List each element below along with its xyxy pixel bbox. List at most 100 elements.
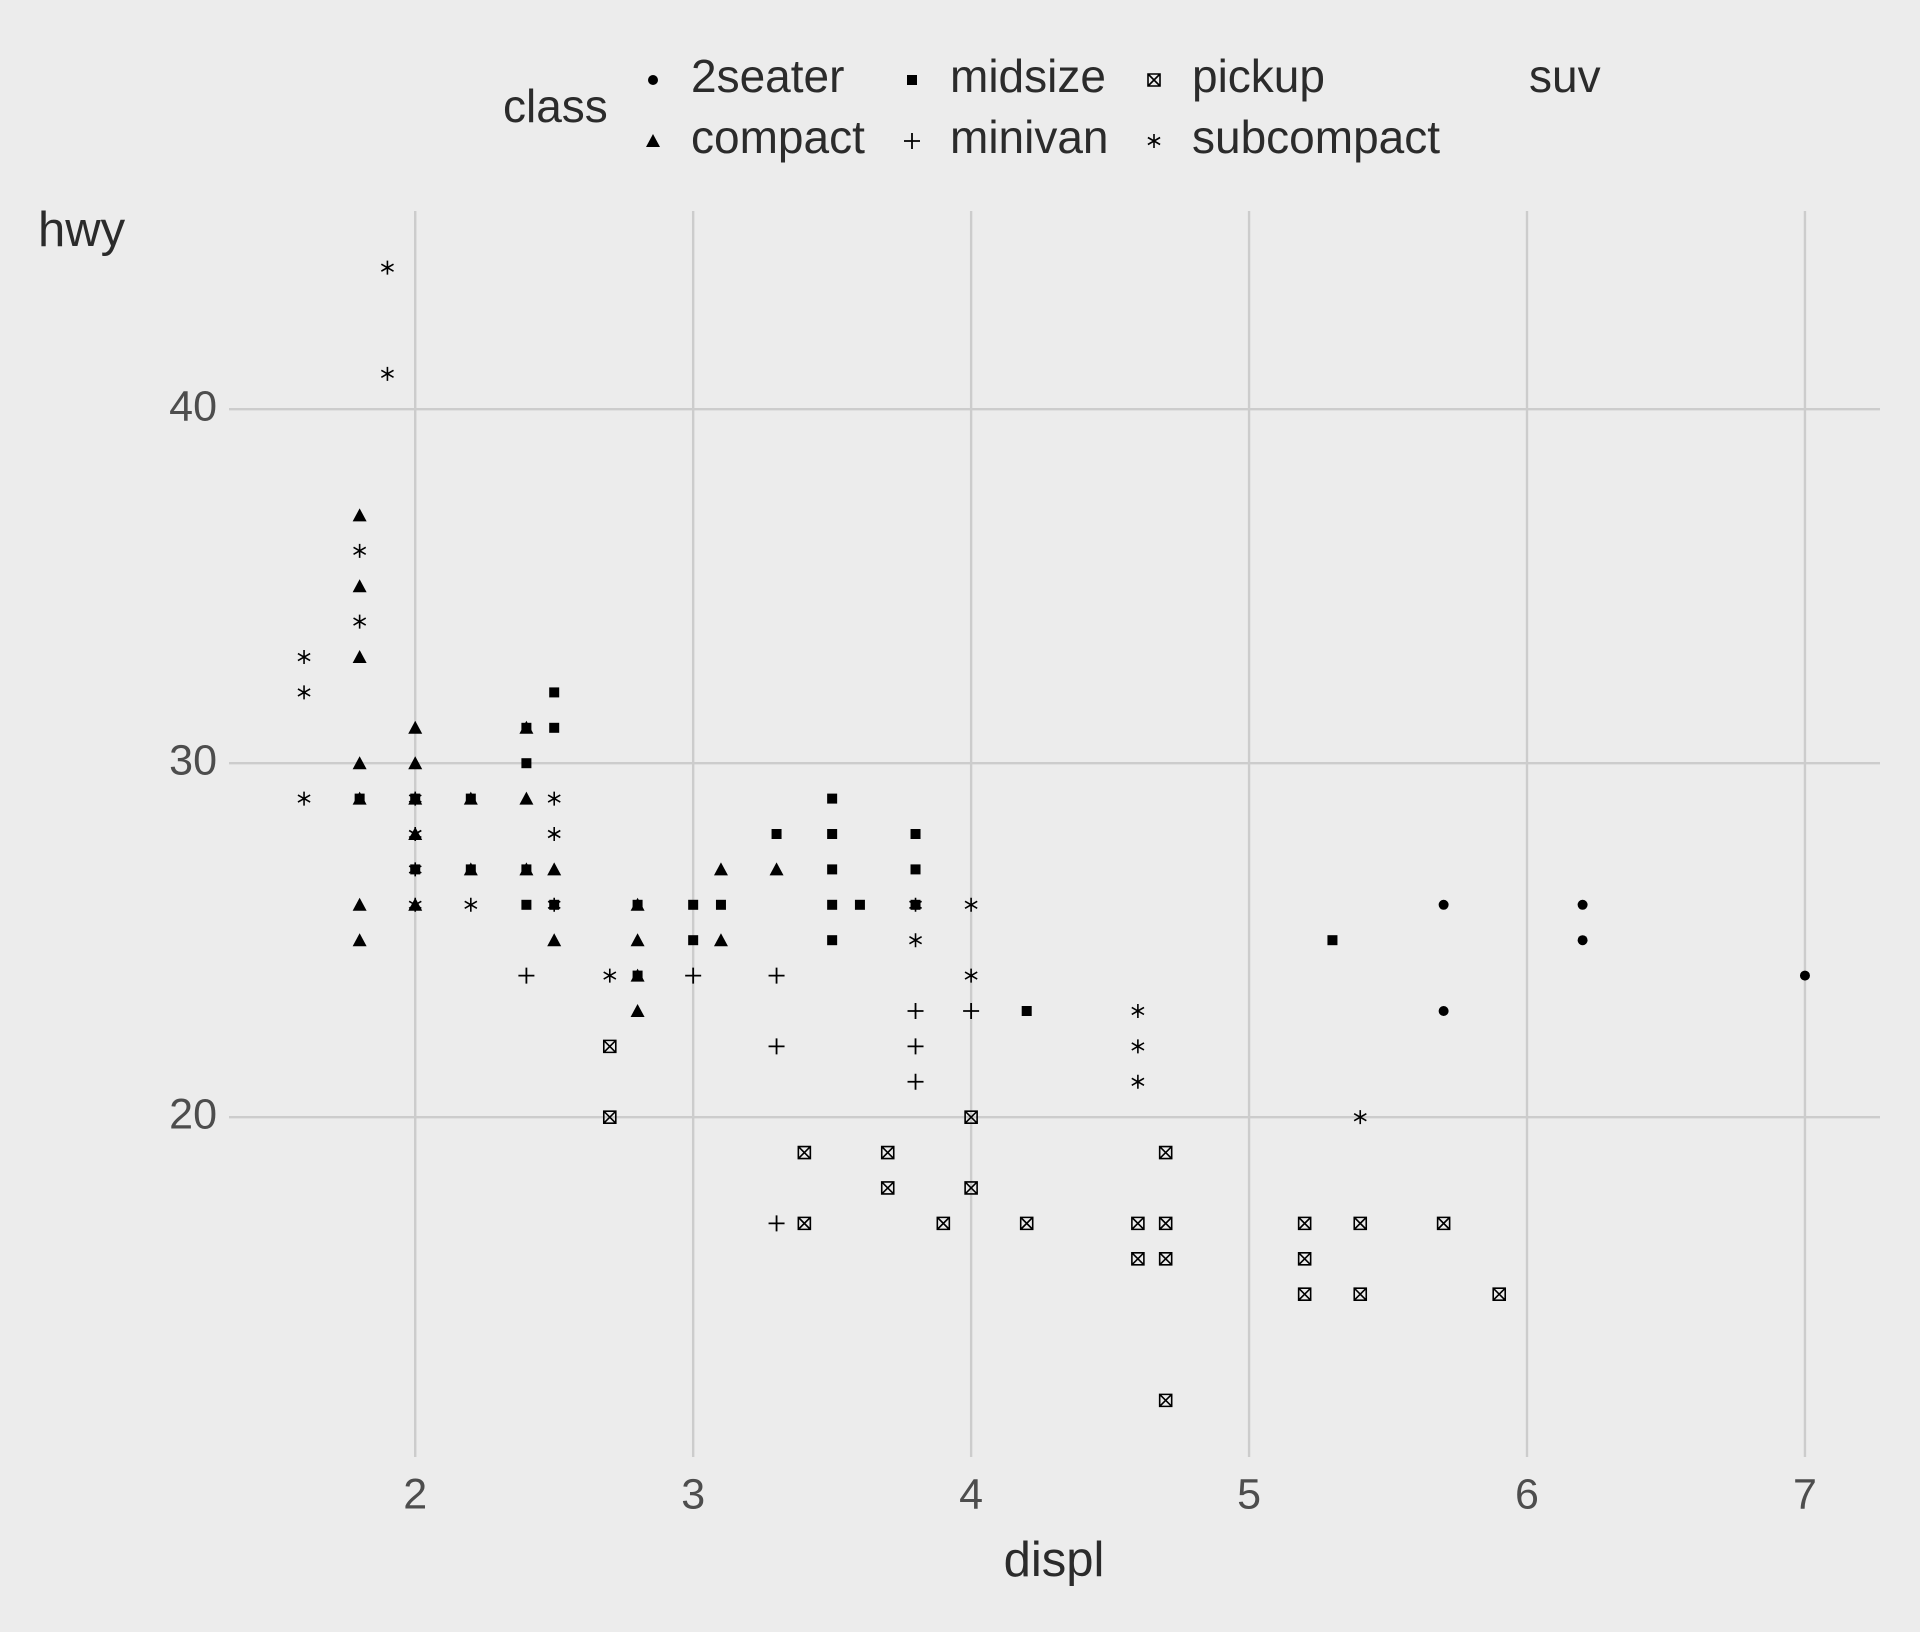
point [1158,1251,1173,1266]
point [909,897,923,912]
point [1131,1251,1145,1266]
x-tick-label: 5 [1237,1470,1261,1518]
legend-label: suv [1529,50,1601,102]
point [1438,1005,1449,1016]
point [907,1002,924,1019]
y-axis-title: hwy [38,203,126,257]
legend-label: minivan [950,111,1109,163]
point [880,1145,895,1160]
point [408,791,422,806]
point [352,933,367,947]
legend-label: midsize [950,50,1106,102]
point [1158,1216,1173,1231]
x-tick-label: 7 [1793,1470,1817,1518]
point [408,756,423,770]
legend-label: pickup [1192,50,1325,102]
point [352,650,367,664]
legend-key [907,75,917,85]
point [797,1216,812,1231]
point [549,722,560,733]
point [1492,1287,1507,1301]
point [880,1181,895,1195]
point [1577,899,1588,910]
point [518,967,535,984]
point [907,1038,924,1055]
point [408,862,422,877]
point [827,899,838,910]
point [602,1110,617,1124]
point [768,1038,785,1055]
point [547,827,561,841]
legend-label: 2seater [691,50,844,102]
point [465,793,476,804]
legend-key [1147,134,1161,148]
point [963,1002,980,1019]
point [854,899,865,910]
point [1297,1287,1312,1301]
legend-key [904,133,920,149]
point [603,968,617,983]
point [1019,1216,1034,1231]
legend-label: compact [691,111,865,163]
point [353,543,367,558]
point [380,260,394,275]
point [547,791,561,806]
point [297,685,311,700]
point [352,756,367,770]
point [1799,970,1810,981]
point [910,829,921,839]
point [964,1181,978,1195]
point [408,827,422,841]
point [964,968,978,983]
legend-key [1147,73,1161,87]
point [1131,1074,1145,1089]
point [1577,935,1588,946]
point [685,967,702,984]
x-tick-label: 3 [681,1470,705,1518]
point [352,508,367,522]
point [297,650,311,665]
point [907,1073,924,1090]
legend-key [648,75,658,85]
legend-label: subcompact [1192,111,1440,163]
point [547,897,561,912]
point [688,935,699,946]
point [1131,1216,1145,1231]
point [768,1215,785,1232]
point [827,864,838,875]
point [352,579,367,593]
point [936,1216,951,1231]
point [547,933,562,947]
point [1297,1216,1312,1231]
point [909,933,923,948]
point [827,935,838,946]
point [1297,1251,1312,1266]
point [1021,1005,1032,1016]
point [354,793,365,804]
point [547,862,562,876]
point [688,899,699,910]
point [521,864,532,875]
point [713,933,728,947]
point [1438,899,1449,910]
point [630,933,645,947]
point [1353,1110,1367,1125]
point [632,899,643,910]
point [352,897,367,911]
x-tick-label: 4 [959,1470,983,1518]
point [1131,1003,1145,1018]
point [713,862,728,876]
point [1436,1216,1451,1231]
point [1131,1039,1145,1054]
point [1353,1216,1368,1231]
legend-title: class [503,80,608,132]
legend-key [646,134,660,147]
point [771,829,782,839]
point [1158,1393,1173,1408]
point [1327,935,1338,946]
point [827,793,838,804]
point [632,970,643,981]
point [353,614,367,629]
point [768,967,785,984]
